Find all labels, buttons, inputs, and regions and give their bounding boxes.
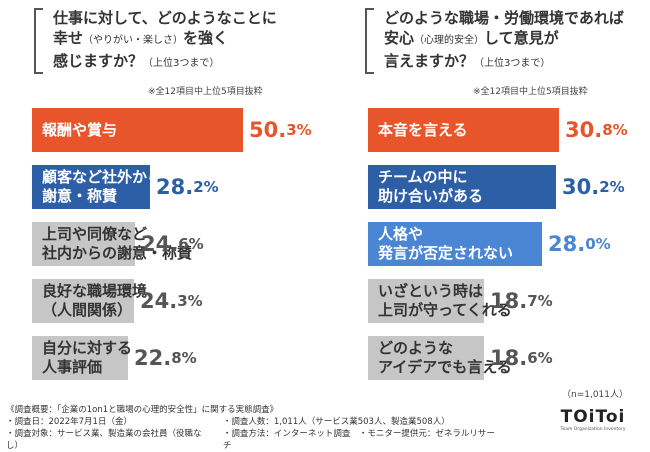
left-title-line-3: 感じますか？ — [53, 52, 144, 70]
left-bar-value-4: 24. 3% — [140, 279, 203, 323]
footer-title: 《調査概要：「企業の1on1と職場の心理的安全性」に関する実態調査》 — [6, 405, 279, 415]
left-bar-value-2: 28. 2% — [156, 165, 219, 209]
right-note: ※全12項目中上位5項目抜粋 — [473, 87, 588, 97]
right-bar-value-decimal-4: 7% — [527, 292, 553, 310]
right-bar-row-1: 本音を言える 30. 8% — [368, 108, 650, 152]
left-title-line-2b: （やりがい・楽しさ） — [83, 35, 184, 46]
footer-date: ・調査日：2022年7月1日（金） — [6, 417, 132, 427]
left-question-text: 仕事に対して、どのようなことに 幸せ（やりがい・楽しさ）を強く 感じますか？（上… — [53, 8, 277, 74]
right-bar-row-3: 人格や 発言が否定されない 28. 0% — [368, 222, 650, 266]
left-bar-value-decimal-5: 8% — [171, 349, 197, 367]
toitoi-logo: TOiToi Team Organization Inventory — [558, 408, 628, 433]
left-title-line-1: 仕事に対して、どのようなことに — [53, 9, 277, 27]
left-bar-value-main-1: 50. — [249, 118, 287, 142]
right-bar-value-main-2: 30. — [562, 175, 600, 199]
right-bar-2 — [368, 165, 556, 209]
right-bar-5 — [368, 336, 484, 380]
left-bar-value-decimal-1: 3% — [286, 121, 312, 139]
right-bar-value-main-1: 30. — [565, 118, 603, 142]
left-bar-value-decimal-2: 2% — [193, 178, 219, 196]
left-question: 仕事に対して、どのようなことに 幸せ（やりがい・楽しさ）を強く 感じますか？（上… — [34, 8, 277, 74]
right-question-bracket — [365, 8, 374, 74]
footer-count: ・調査人数：1,011人（サービス業503人、製造業508人） — [222, 417, 450, 427]
left-question-bracket — [34, 8, 43, 74]
right-bar-value-2: 30. 2% — [562, 165, 625, 209]
right-bar-label-3: 人格や 発言が否定されない — [378, 225, 514, 262]
left-bar-label-4: 良好な職場環境 （人間関係） — [42, 282, 148, 319]
right-bar-value-main-3: 28. — [548, 232, 586, 256]
right-title-line-2a: 安心 — [384, 29, 415, 47]
left-title-line-2a: 幸せ — [53, 29, 84, 47]
left-bar-4 — [32, 279, 134, 323]
right-bar-label-5: どのような アイデアでも言える — [378, 339, 512, 376]
left-bar-row-5: 自分に対する 人事評価 22. 8% — [32, 336, 322, 380]
left-bar-row-2: 顧客など社外からの 謝意・称賛 28. 2% — [32, 165, 322, 209]
left-note: ※全12項目中上位5項目抜粋 — [148, 87, 263, 97]
left-bar-label-3: 上司や同僚など 社内からの謝意・称賛 — [42, 225, 193, 262]
left-bar-2 — [32, 165, 150, 209]
footer-target: ・調査対象：サービス業、製造業の会社員（役職なし） — [6, 429, 202, 451]
right-bar-label-4: いざという時は 上司が守ってくれる — [378, 282, 512, 319]
right-bar-value-main-5: 18. — [490, 346, 528, 370]
right-bar-row-5: どのような アイデアでも言える 18. 6% — [368, 336, 650, 380]
right-bar-value-decimal-1: 8% — [602, 121, 628, 139]
left-bar-label-2: 顧客など社外からの 謝意・称賛 — [42, 168, 178, 205]
survey-footer: 《調査概要：「企業の1on1と職場の心理的安全性」に関する実態調査》 ・調査日：… — [6, 404, 506, 452]
right-bar-1 — [368, 108, 559, 152]
right-bar-value-main-4: 18. — [490, 289, 528, 313]
left-bar-value-main-5: 22. — [134, 346, 172, 370]
right-bar-row-2: チームの中に 助け合いがある 30. 2% — [368, 165, 650, 209]
left-bar-row-4: 良好な職場環境 （人間関係） 24. 3% — [32, 279, 322, 323]
right-title-line-2b: （心理的安全） — [414, 35, 485, 46]
right-bar-value-5: 18. 6% — [490, 336, 553, 380]
right-title-line-2c: して意見が — [484, 29, 559, 47]
sample-size-note: （n=1,011人） — [561, 390, 628, 400]
left-bar-label-1: 報酬や賞与 — [42, 120, 118, 139]
right-question-text: どのような職場・労働環境であれば 安心（心理的安全）して意見が 言えますか？（上… — [384, 8, 624, 74]
logo-mark: TOiToi — [560, 407, 626, 427]
right-bar-value-1: 30. 8% — [565, 108, 628, 152]
left-bar-row-3: 上司や同僚など 社内からの謝意・称賛 24. 6% — [32, 222, 322, 266]
right-title-line-1: どのような職場・労働環境であれば — [384, 9, 624, 27]
right-bar-label-1: 本音を言える — [378, 120, 468, 139]
left-bar-label-5: 自分に対する 人事評価 — [42, 339, 133, 376]
left-bar-value-main-4: 24. — [140, 289, 178, 313]
right-bar-label-2: チームの中に 助け合いがある — [378, 168, 484, 205]
right-bar-value-decimal-5: 6% — [527, 349, 553, 367]
left-title-line-2c: を強く — [183, 29, 229, 47]
left-bar-value-3: 24. 6% — [141, 222, 204, 266]
right-question: どのような職場・労働環境であれば 安心（心理的安全）して意見が 言えますか？（上… — [365, 8, 624, 74]
left-bar-value-decimal-4: 3% — [177, 292, 203, 310]
left-bar-5 — [32, 336, 128, 380]
left-bar-3 — [32, 222, 135, 266]
right-bar-value-decimal-2: 2% — [599, 178, 625, 196]
left-title-note: （上位3つまで） — [143, 58, 220, 69]
right-bar-row-4: いざという時は 上司が守ってくれる 18. 7% — [368, 279, 650, 323]
left-bar-1 — [32, 108, 243, 152]
left-bar-value-main-3: 24. — [141, 232, 179, 256]
right-bar-value-4: 18. 7% — [490, 279, 553, 323]
right-bar-value-3: 28. 0% — [548, 222, 611, 266]
left-bar-value-main-2: 28. — [156, 175, 194, 199]
left-bar-row-1: 報酬や賞与 50. 3% — [32, 108, 322, 152]
footer-method: ・調査方法：インターネット調査 ・モニター提供元：ゼネラルリサーチ — [222, 429, 495, 451]
right-bar-3 — [368, 222, 542, 266]
left-bar-value-1: 50. 3% — [249, 108, 312, 152]
right-bar-4 — [368, 279, 484, 323]
right-bar-value-decimal-3: 0% — [585, 235, 611, 253]
right-title-line-3: 言えますか？ — [384, 52, 475, 70]
left-bar-value-decimal-3: 6% — [178, 235, 204, 253]
right-title-note: （上位3つまで） — [474, 58, 551, 69]
left-bar-value-5: 22. 8% — [134, 336, 197, 380]
logo-tagline: Team Organization Inventory — [560, 427, 626, 432]
